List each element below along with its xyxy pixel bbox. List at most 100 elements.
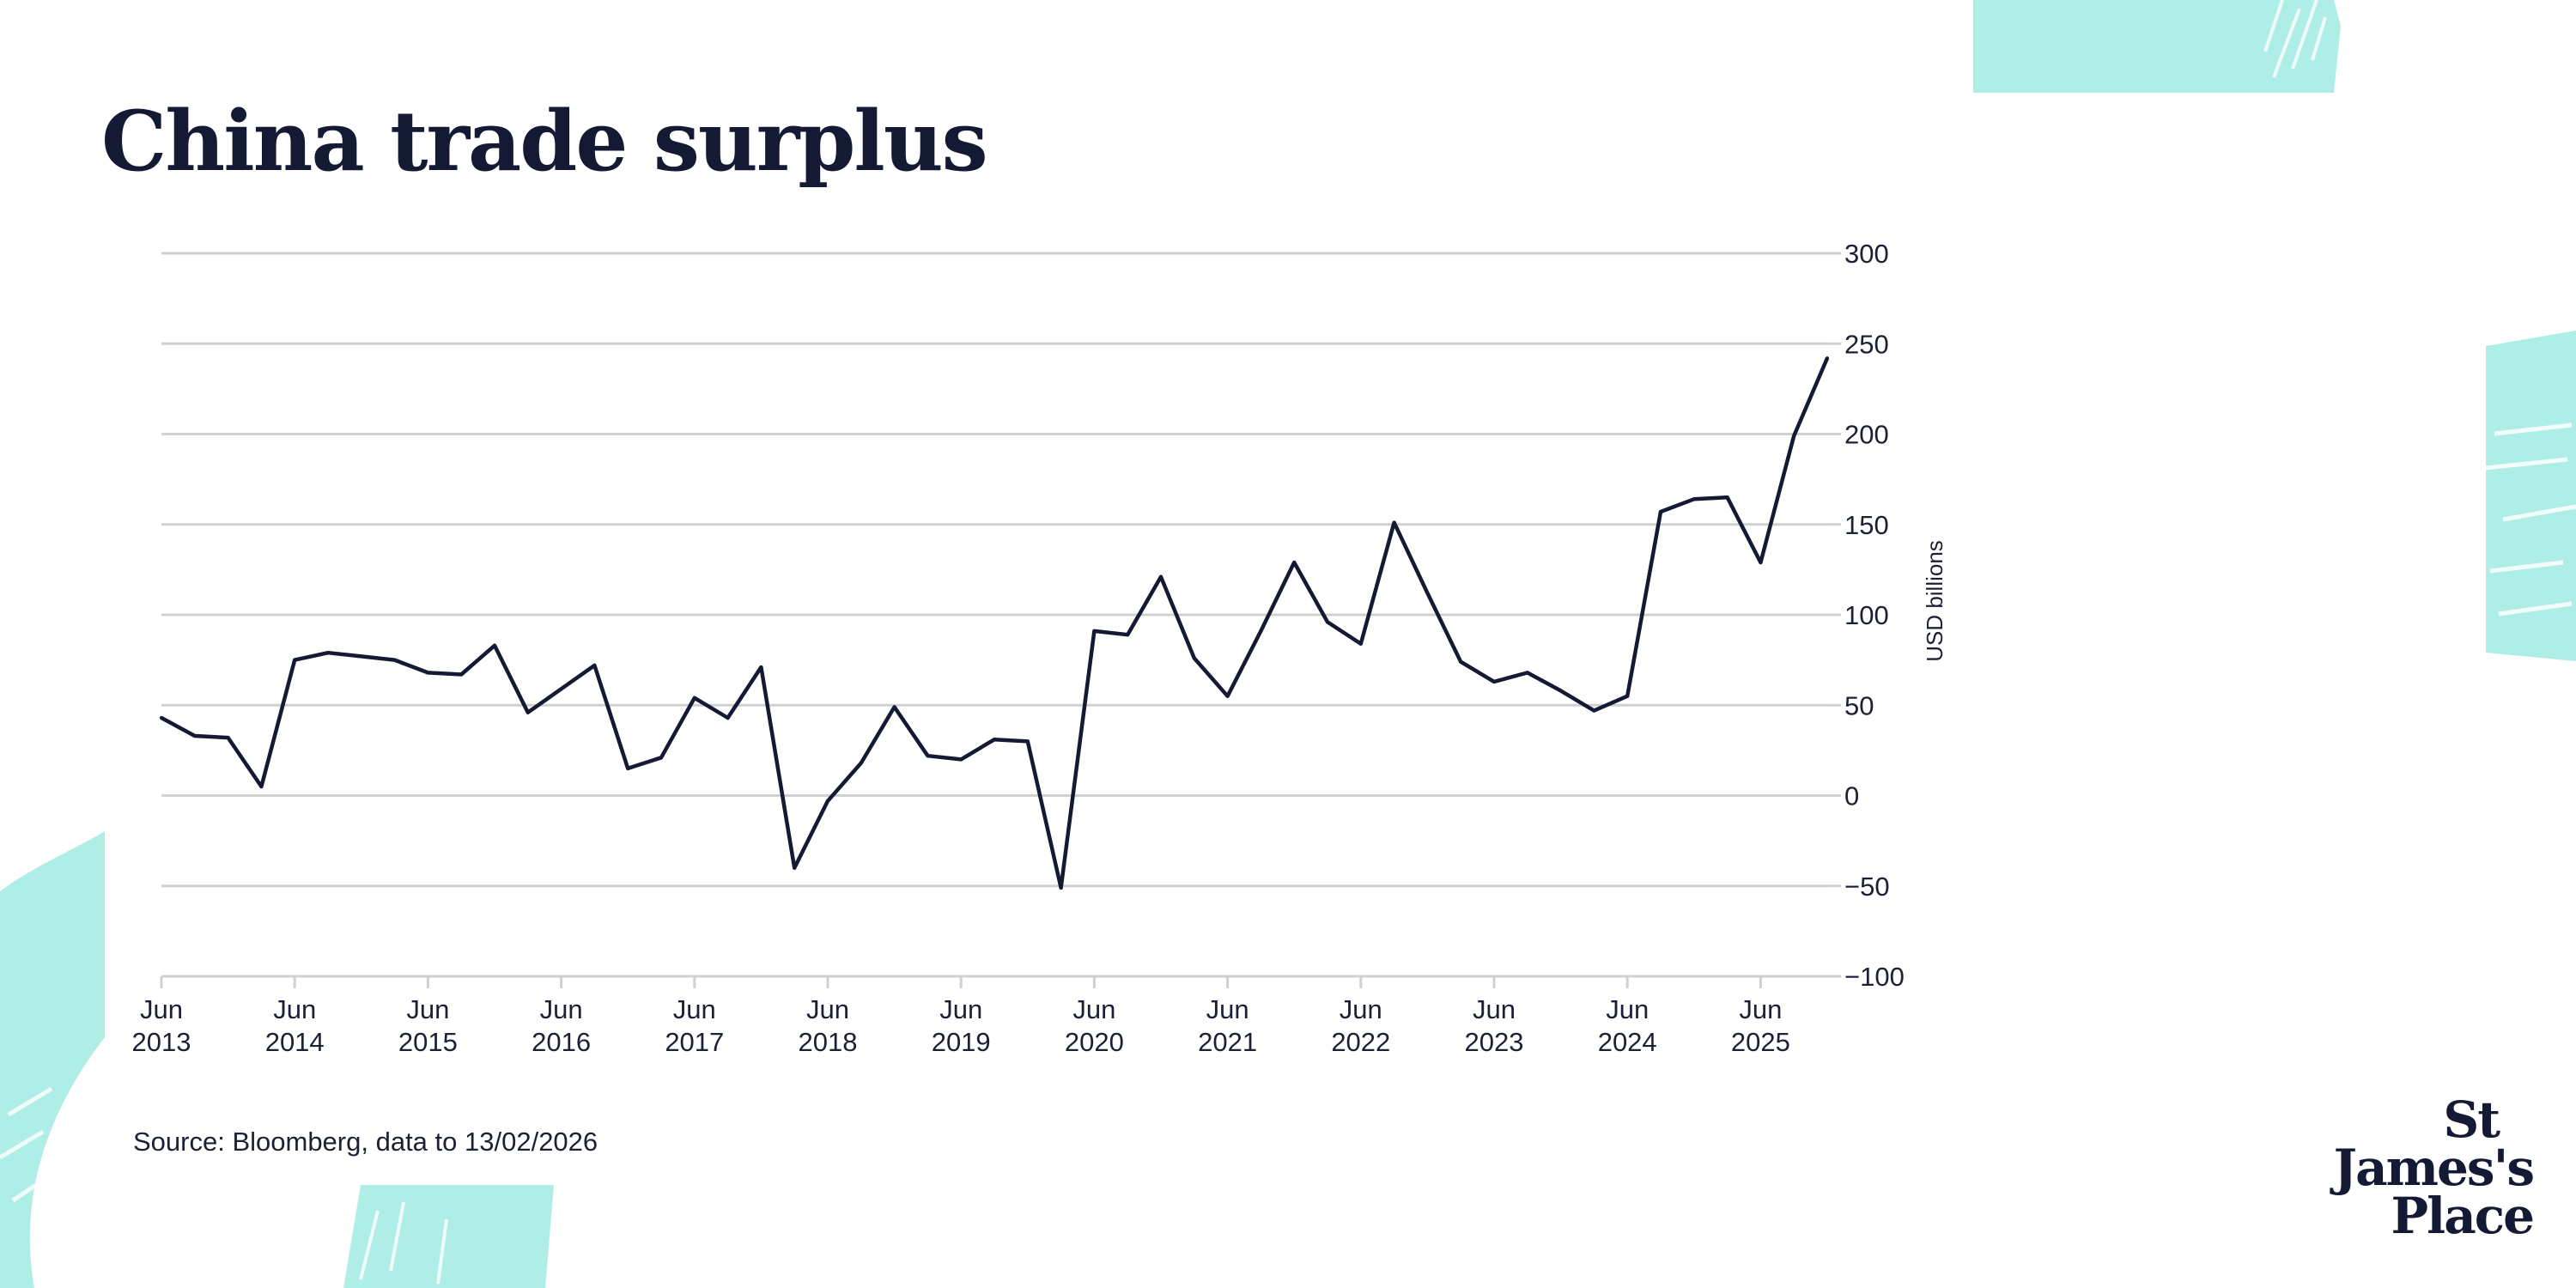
y-tick-label: 300	[1844, 239, 1889, 269]
data-point	[726, 715, 730, 720]
x-tick-label-year: 2021	[1198, 1027, 1257, 1057]
data-point	[1826, 356, 1829, 361]
data-point	[1358, 641, 1363, 646]
data-point	[359, 654, 363, 659]
data-point	[892, 705, 896, 709]
y-tick-label: 200	[1844, 420, 1889, 450]
x-tick-label-month: Jun	[140, 994, 183, 1024]
data-point	[1259, 629, 1263, 633]
y-tick-label: −100	[1844, 962, 1905, 992]
data-point	[160, 715, 163, 720]
data-point	[793, 866, 797, 870]
data-point	[1326, 620, 1329, 624]
data-point	[1625, 694, 1630, 698]
y-tick-label: 0	[1844, 781, 1859, 811]
data-point	[526, 710, 530, 714]
data-point	[959, 757, 963, 762]
data-point	[192, 734, 197, 738]
data-point	[1092, 629, 1097, 633]
data-point	[1126, 633, 1130, 637]
data-point	[426, 671, 430, 675]
data-point	[1525, 671, 1529, 675]
y-tick-label: 150	[1844, 510, 1889, 540]
x-tick-label-month: Jun	[273, 994, 316, 1024]
data-point	[1558, 689, 1563, 693]
data-point	[459, 672, 464, 677]
x-tick-label-month: Jun	[406, 994, 449, 1024]
x-tick-label-year: 2017	[665, 1027, 724, 1057]
x-tick-label-year: 2015	[398, 1027, 458, 1057]
x-tick-label-year: 2019	[932, 1027, 991, 1057]
data-point	[392, 658, 397, 662]
data-point	[1592, 708, 1596, 713]
data-point	[1792, 434, 1796, 438]
data-point	[1459, 659, 1463, 664]
y-tick-label: −50	[1844, 872, 1890, 902]
brush-decoration-bottom	[343, 1185, 554, 1288]
x-tick-label-year: 2022	[1331, 1027, 1390, 1057]
page-title: China trade surplus	[101, 93, 988, 190]
x-tick-label-month: Jun	[806, 994, 849, 1024]
data-point	[259, 784, 264, 788]
data-point	[1192, 656, 1196, 660]
x-tick-label-month: Jun	[939, 994, 982, 1024]
data-point	[1692, 497, 1696, 501]
data-point	[1025, 739, 1030, 744]
x-tick-label-month: Jun	[1473, 994, 1516, 1024]
x-tick-label-month: Jun	[1072, 994, 1115, 1024]
x-tick-label-month: Jun	[540, 994, 583, 1024]
x-axis-ticks: Jun2013Jun2014Jun2015Jun2016Jun2017Jun20…	[132, 976, 1790, 1057]
data-point	[559, 687, 563, 691]
y-tick-label: 100	[1844, 600, 1889, 630]
data-point	[926, 754, 930, 758]
source-note: Source: Bloomberg, data to 13/02/2026	[133, 1127, 598, 1157]
data-point	[659, 756, 663, 760]
data-point	[1659, 510, 1662, 514]
x-tick-label-year: 2024	[1598, 1027, 1657, 1057]
data-point	[1425, 591, 1430, 595]
x-tick-label-month: Jun	[1739, 994, 1782, 1024]
data-point	[1225, 694, 1230, 698]
logo-line-3: Place	[2391, 1187, 2535, 1245]
series-layer	[160, 356, 1830, 890]
data-point	[1292, 560, 1297, 564]
data-point	[1392, 520, 1396, 525]
x-tick-label-year: 2016	[532, 1027, 591, 1057]
x-tick-label-year: 2020	[1065, 1027, 1124, 1057]
x-tick-label-year: 2025	[1731, 1027, 1790, 1057]
x-tick-label-month: Jun	[1606, 994, 1649, 1024]
data-point	[692, 696, 696, 700]
data-point	[1059, 885, 1063, 890]
data-point	[326, 651, 330, 655]
brush-decoration-left	[0, 831, 105, 1288]
brush-decoration-top	[1973, 0, 2341, 93]
data-point	[859, 761, 863, 765]
y-tick-label: 250	[1844, 329, 1889, 359]
x-tick-label-month: Jun	[1340, 994, 1382, 1024]
x-tick-label-month: Jun	[1206, 994, 1249, 1024]
x-tick-label-month: Jun	[673, 994, 716, 1024]
y-axis-ticks: −100 −50 0 50 100 150 200 250 300	[1844, 239, 1905, 992]
x-tick-label-year: 2018	[799, 1027, 858, 1057]
data-point	[993, 738, 996, 742]
y-axis-label: USD billions	[1922, 540, 1947, 662]
data-point	[759, 665, 763, 670]
data-point	[626, 766, 630, 770]
brand-logo: St James's Place	[2327, 1091, 2535, 1245]
logo-line-1: St	[2443, 1091, 2500, 1149]
data-point	[293, 658, 297, 662]
brush-decoration-right	[2486, 331, 2576, 661]
y-tick-label: 50	[1844, 690, 1874, 720]
grid-lines	[161, 252, 1841, 978]
data-point	[826, 799, 829, 803]
logo-line-2: James's	[2333, 1139, 2535, 1197]
series-line-trade-surplus	[160, 357, 1830, 890]
data-point	[1159, 574, 1163, 579]
x-tick-label-year: 2014	[265, 1027, 325, 1057]
data-point	[1759, 560, 1763, 564]
x-tick-label-year: 2023	[1465, 1027, 1524, 1057]
data-point	[592, 663, 597, 667]
data-point	[493, 643, 496, 647]
data-point	[1725, 495, 1729, 500]
